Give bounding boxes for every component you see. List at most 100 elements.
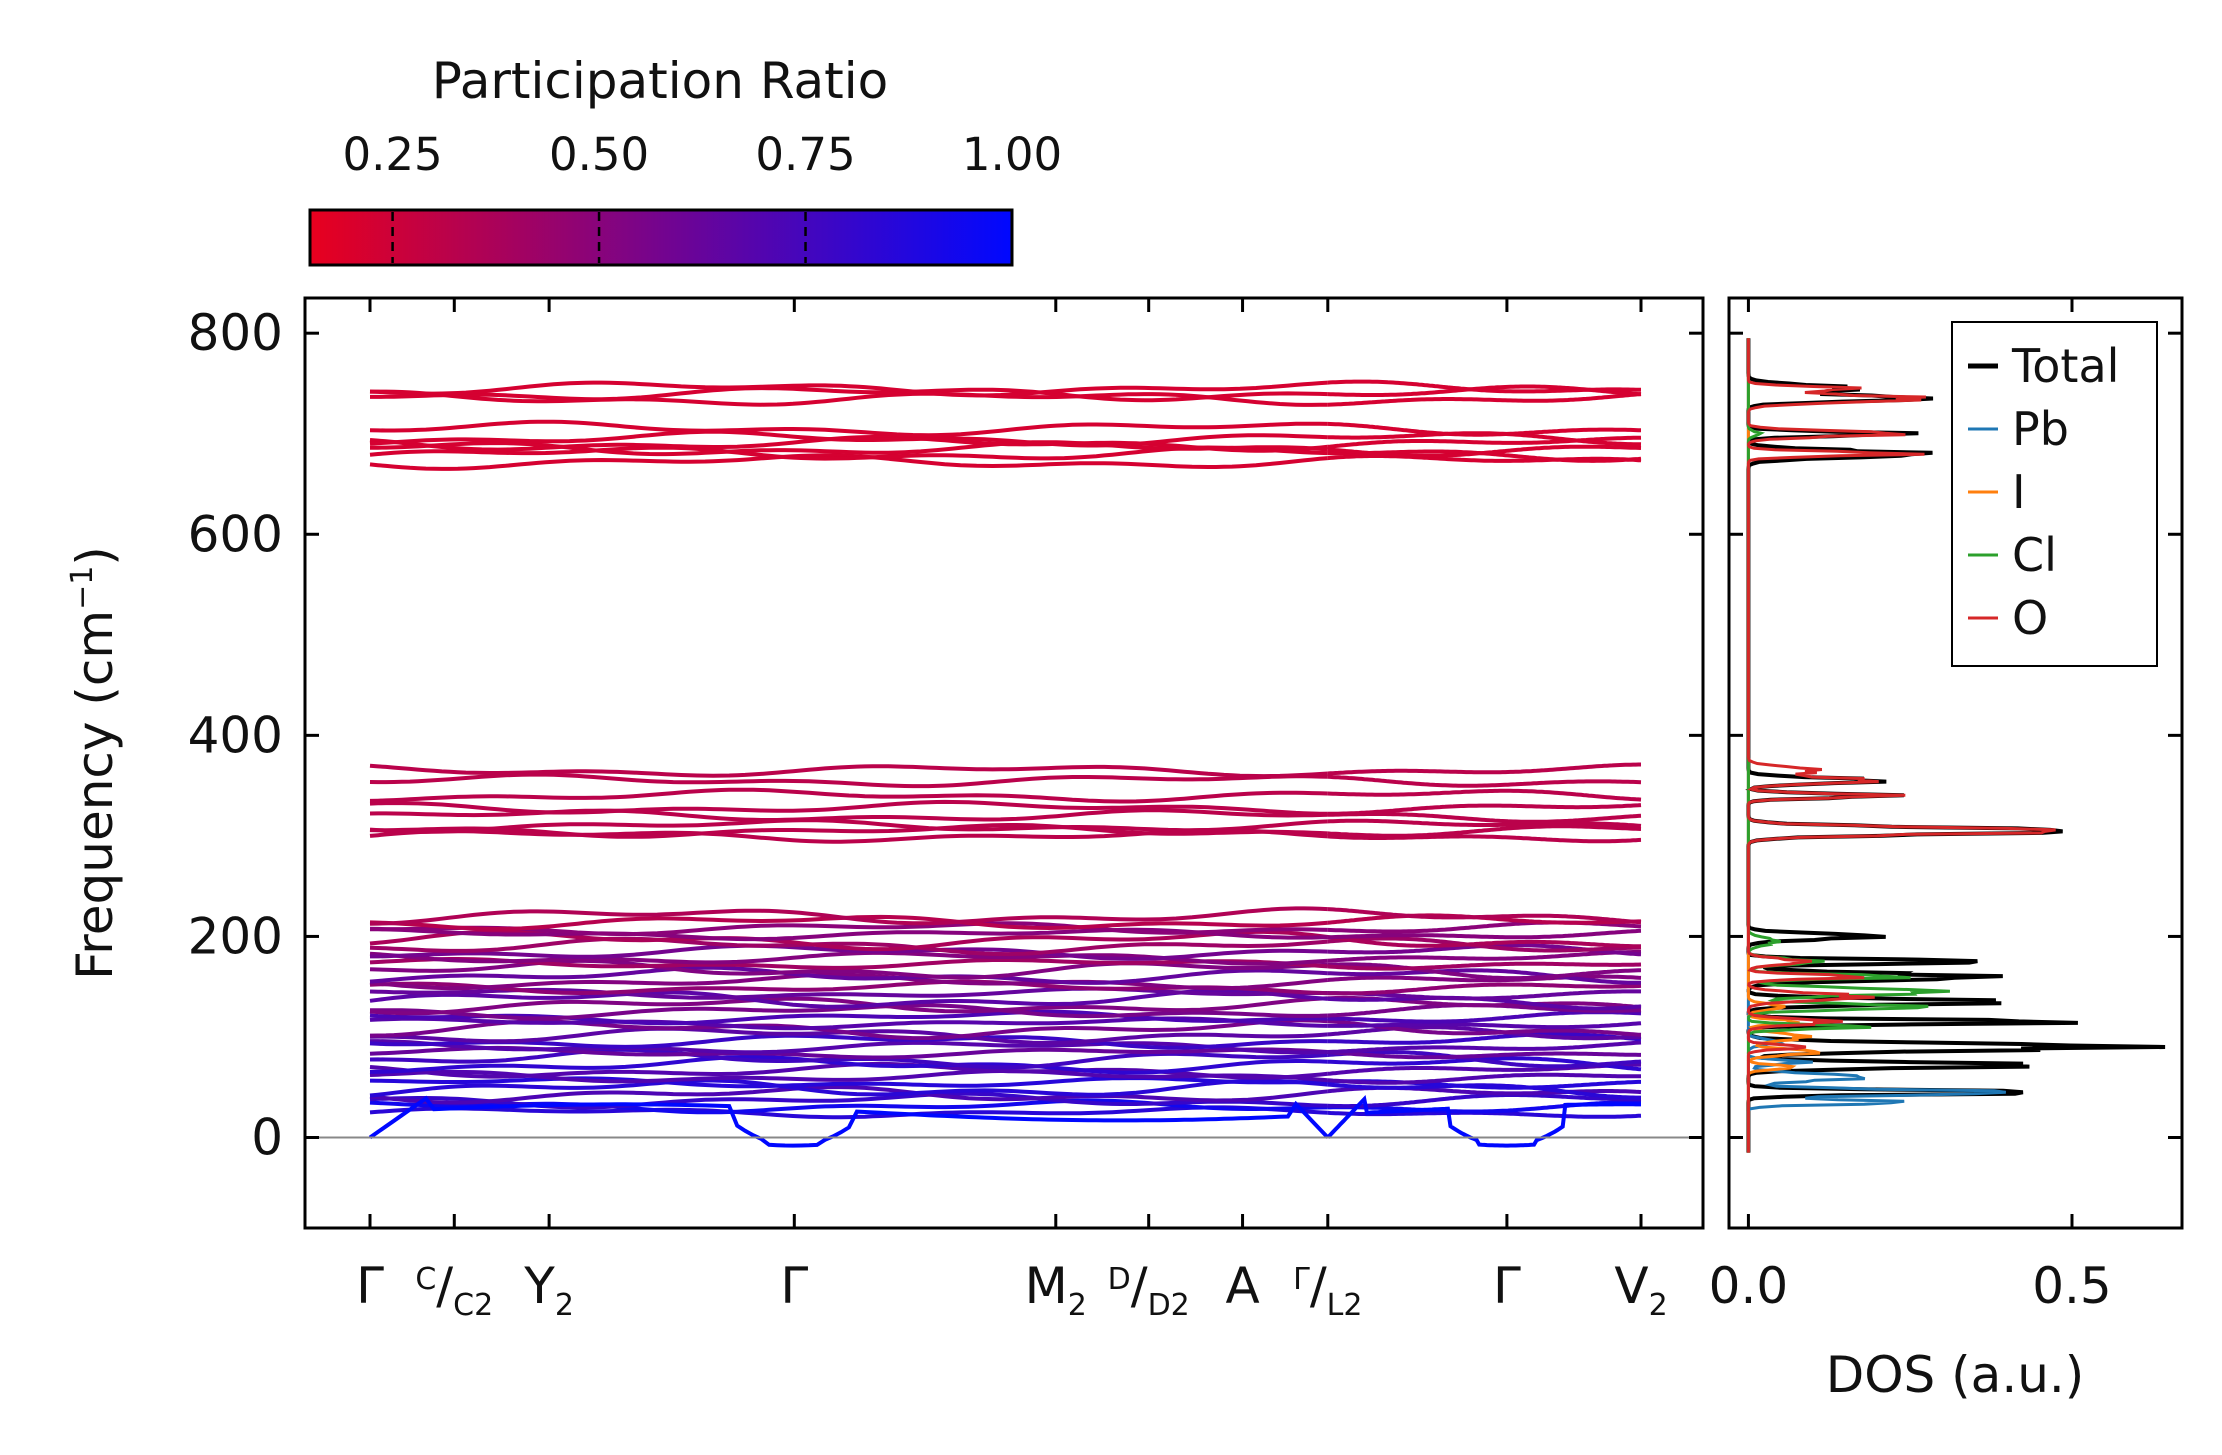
legend-frame — [1951, 321, 2158, 667]
band-line — [369, 763, 1328, 779]
colorbar-title: Participation Ratio — [432, 52, 888, 110]
band-line — [369, 936, 1328, 957]
colorbar-tick-label: 0.75 — [755, 128, 855, 181]
y-axis-label: Frequency (cm−1) — [65, 546, 124, 980]
band-line — [1327, 950, 1641, 963]
colorbar-tick-label: 1.00 — [962, 128, 1062, 181]
band-lines — [368, 379, 1642, 1148]
y-tick-label: 200 — [188, 907, 283, 965]
band-axes-frame — [303, 296, 1705, 1230]
band-line — [1327, 1072, 1641, 1085]
k-point-label: Y2 — [523, 1257, 574, 1323]
dos-x-axis-label: DOS (a.u.) — [1826, 1346, 2085, 1404]
band-line — [369, 996, 1328, 1016]
k-point-label: Γ — [780, 1257, 808, 1315]
dos-lines — [1745, 338, 2166, 1153]
band-line — [1327, 974, 1642, 983]
band-line — [1327, 907, 1642, 925]
band-line — [369, 818, 1328, 834]
y-tick-label: 400 — [188, 706, 283, 764]
colorbar-gradient — [308, 208, 1014, 267]
k-point-label: Γ — [1493, 1257, 1521, 1315]
band-line — [370, 1039, 1328, 1055]
dos-legend: Total Pb I Cl O — [1951, 321, 2158, 667]
band-line — [369, 389, 1328, 407]
band-line — [1327, 961, 1642, 971]
k-point-label: V2 — [1614, 1257, 1667, 1323]
band-line — [369, 419, 1328, 438]
legend-label: Total — [2011, 339, 2119, 393]
band-line — [369, 772, 1328, 789]
band-line — [370, 927, 1328, 942]
band-line — [1327, 1025, 1642, 1041]
band-x-ticks: Γ C/C2 Y2 Γ M2 D/D2 A Γ/L2 Γ V2 — [356, 298, 1668, 1323]
band-line — [369, 1009, 1328, 1026]
band-line — [1327, 421, 1641, 437]
band-line — [369, 380, 1328, 398]
legend-label: I — [2012, 465, 2026, 519]
band-line — [1327, 1032, 1642, 1045]
dos-line-o — [1746, 338, 2056, 1153]
band-line — [1327, 803, 1642, 816]
band-line — [368, 1095, 1330, 1148]
dos-x-tick-label: 0.0 — [1709, 1257, 1789, 1315]
colorbar-tick-label: 0.25 — [342, 128, 442, 181]
band-line — [1327, 962, 1641, 981]
band-line — [369, 787, 1328, 804]
k-point-label: Γ — [356, 1257, 384, 1315]
legend-label: O — [2012, 591, 2048, 645]
band-line — [1327, 379, 1641, 394]
band-line — [369, 799, 1328, 816]
band-line — [369, 453, 1328, 471]
band-line — [1327, 818, 1642, 828]
band-line — [369, 1047, 1328, 1070]
band-line — [370, 943, 1328, 961]
band-line — [1327, 788, 1642, 802]
band-line — [1327, 392, 1642, 407]
band-line — [370, 440, 1328, 457]
band-line — [1327, 968, 1641, 985]
band-line — [369, 429, 1328, 448]
band-line — [1327, 1040, 1642, 1054]
band-line — [369, 972, 1328, 991]
y-tick-label: 600 — [188, 505, 283, 563]
y-tick-label: 0 — [251, 1109, 283, 1167]
band-line — [369, 1105, 1328, 1120]
k-point-label: C/C2 — [415, 1257, 493, 1323]
band-line — [369, 823, 1328, 839]
dos-ticks: 0.0 0.5 — [1709, 298, 2182, 1315]
colorbar-tick-label: 0.50 — [549, 128, 649, 181]
k-point-label: A — [1225, 1257, 1259, 1315]
band-line — [369, 1054, 1328, 1075]
dos-axes-frame — [1727, 296, 2184, 1230]
dos-x-tick-label: 0.5 — [2032, 1257, 2112, 1315]
band-line — [1327, 444, 1642, 458]
band-line — [1327, 774, 1642, 788]
legend-label: Pb — [2012, 402, 2069, 456]
dos-panel: 0.0 0.5 DOS (a.u.) Total Pb I Cl O — [1709, 296, 2184, 1404]
k-point-label: Γ/L2 — [1293, 1257, 1362, 1323]
y-tick-label: 800 — [188, 304, 283, 362]
band-line — [369, 1076, 1328, 1089]
colorbar-ticks: 0.25 0.50 0.75 1.00 — [342, 128, 1062, 263]
band-line — [369, 1003, 1328, 1021]
band-line — [1327, 824, 1642, 838]
band-line — [1327, 982, 1642, 996]
band-line — [369, 1033, 1328, 1050]
legend-label: Cl — [2012, 528, 2057, 582]
band-line — [1327, 1050, 1641, 1060]
band-line — [1327, 936, 1642, 953]
band-line — [1327, 928, 1642, 940]
band-line — [1327, 1093, 1642, 1109]
band-line — [1327, 1050, 1642, 1069]
band-line — [1326, 1095, 1641, 1148]
band-line — [370, 386, 1328, 403]
band-line — [369, 965, 1328, 985]
band-line — [1327, 935, 1641, 949]
colorbar: Participation Ratio 0.25 0.50 0.75 1.00 — [308, 52, 1062, 267]
band-line — [1327, 989, 1641, 1001]
band-structure-panel: 0 200 400 600 800 Γ C/C2 Y2 Γ M2 D/D2 A Γ/L2 Γ V2 Fre… — [65, 296, 1705, 1323]
band-line — [1327, 762, 1641, 776]
k-point-label: M2 — [1025, 1257, 1087, 1323]
